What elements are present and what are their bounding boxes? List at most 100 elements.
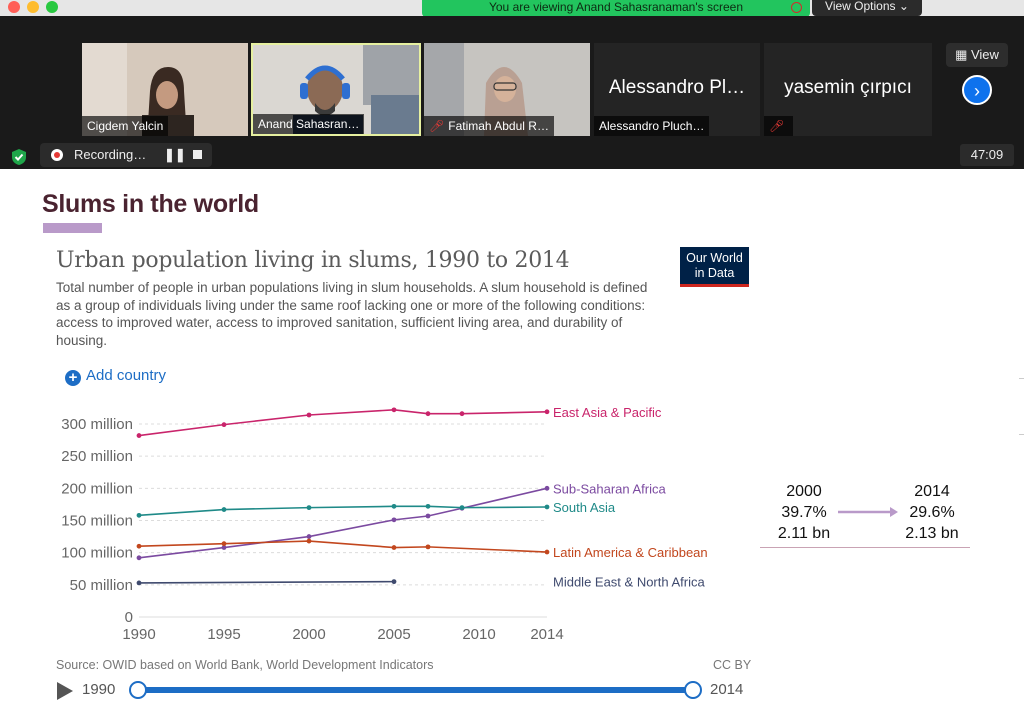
participant-name: 🎤︎ Fatimah Abdul R…: [424, 116, 554, 136]
timeline-end-year: 2014: [710, 681, 744, 698]
data-point: [306, 534, 312, 539]
owid-logo-line1: Our World: [686, 251, 743, 265]
owid-logo-line2: in Data: [694, 266, 735, 280]
title-underline: [43, 223, 102, 233]
series-line: [138, 409, 548, 437]
record-icon: [51, 149, 63, 161]
y-tick-label: 300 million: [61, 416, 133, 433]
view-options-label: View Options: [825, 0, 896, 13]
muted-mic-icon: 🎤︎: [429, 119, 445, 133]
shield-icon[interactable]: [10, 148, 28, 166]
stop-recording-icon[interactable]: [193, 150, 202, 159]
data-point: [425, 513, 431, 519]
data-point: [391, 579, 397, 585]
chart-license[interactable]: CC BY: [713, 658, 752, 672]
view-button-label: View: [970, 47, 999, 62]
line-chart: 0 50 million 100 million 150 million 200 mil…: [61, 405, 708, 643]
data-point: [306, 538, 312, 544]
chart-title: Urban population living in slums, 1990 t…: [56, 248, 570, 273]
summary-end-total: 2.13 bn: [905, 525, 959, 542]
y-tick-label: 50 million: [70, 577, 133, 594]
y-tick-label: 250 million: [61, 448, 133, 465]
x-tick-label: 2000: [292, 626, 325, 643]
data-point: [136, 433, 142, 438]
series-line: [138, 505, 548, 517]
data-point: [221, 541, 227, 547]
add-country-label: Add country: [86, 367, 167, 384]
divider: [1019, 378, 1024, 379]
data-point: [459, 411, 465, 417]
data-point: [221, 545, 227, 550]
data-point: [136, 555, 142, 561]
maximize-window-button[interactable]: [46, 1, 58, 13]
series-label: Middle East & North Africa: [553, 575, 705, 590]
stop-icon[interactable]: [791, 2, 802, 13]
minimize-window-button[interactable]: [27, 1, 39, 13]
data-point: [136, 543, 142, 549]
data-point: [544, 485, 550, 491]
chart-subtitle: Total number of people in urban populati…: [56, 280, 648, 348]
timeline-start-year: 1990: [82, 681, 116, 698]
data-point: [391, 545, 397, 550]
series-label: Sub-Saharan Africa: [553, 481, 667, 496]
x-tick-label: 2010: [462, 626, 495, 643]
participant-tile[interactable]: yasemin çırpıcı 🎤︎: [764, 43, 932, 136]
participant-display-name: yasemin çırpıcı: [784, 77, 912, 98]
summary-end: 2014 29.6% 2.13 bn: [900, 481, 964, 544]
y-tick-label: 150 million: [61, 513, 133, 530]
y-tick-label: 200 million: [61, 480, 133, 497]
data-point: [544, 409, 550, 415]
divider: [1019, 434, 1024, 435]
participant-tile[interactable]: 🎤︎ Fatimah Abdul R…: [424, 43, 590, 136]
series-label: East Asia & Pacific: [553, 405, 662, 420]
view-button[interactable]: ▦ View: [946, 43, 1008, 67]
y-tick-label: 100 million: [61, 545, 133, 562]
summary-start-total: 2.11 bn: [777, 525, 831, 542]
chevron-right-icon: ›: [974, 81, 980, 101]
series-line: [138, 580, 395, 584]
play-icon[interactable]: [57, 682, 73, 700]
next-page-button[interactable]: ›: [962, 75, 992, 105]
summary-start-share: 39.7%: [781, 504, 827, 521]
participant-name-text: Fatimah Abdul R…: [448, 119, 549, 133]
data-point: [221, 422, 227, 428]
data-point: [459, 505, 465, 511]
pause-recording-icon[interactable]: ❚❚: [164, 147, 186, 162]
participant-tile-active-speaker[interactable]: Anand Sahasran…: [251, 43, 421, 136]
participant-strip: Cigdem Yalcin Anand Sahasran… 🎤︎ Fatimah …: [0, 16, 1024, 169]
owid-logo[interactable]: Our World in Data: [680, 247, 749, 287]
add-country-button[interactable]: + Add country: [65, 367, 166, 386]
timeline-slider-track[interactable]: [137, 687, 693, 693]
summary-start-year: 2000: [786, 483, 822, 500]
participant-tile[interactable]: Cigdem Yalcin: [82, 43, 248, 136]
participant-display-name: Alessandro Pl…: [608, 77, 746, 98]
x-tick-label: 1995: [207, 626, 240, 643]
participant-name: Cigdem Yalcin: [82, 116, 169, 136]
x-tick-label: 1990: [122, 626, 155, 643]
participant-name: Anand Sahasran…: [253, 114, 365, 134]
y-tick-label: 0: [125, 609, 133, 626]
participant-tile[interactable]: Alessandro Pl… Alessandro Pluch…: [594, 43, 760, 136]
data-point: [306, 412, 312, 418]
data-point: [425, 544, 431, 550]
participant-name: Alessandro Pluch…: [594, 116, 710, 136]
data-point: [391, 407, 397, 413]
timeline-end-handle[interactable]: [684, 681, 702, 699]
data-point: [391, 517, 397, 523]
screen-share-banner: You are viewing Anand Sahasranaman's scr…: [422, 0, 810, 17]
data-point: [425, 411, 431, 417]
grid-view-icon: ▦: [955, 47, 968, 62]
recording-label: Recording…: [74, 147, 147, 162]
data-point: [221, 507, 227, 512]
chart-source: Source: OWID based on World Bank, World …: [56, 658, 434, 672]
close-window-button[interactable]: [8, 1, 20, 13]
meeting-timer: 47:09: [960, 144, 1014, 166]
slide-title: Slums in the world: [42, 190, 259, 218]
series-label: Latin America & Caribbean: [553, 545, 708, 560]
muted-mic-icon: 🎤︎: [769, 119, 785, 133]
x-tick-label: 2005: [377, 626, 410, 643]
view-options-button[interactable]: View Options ⌄: [812, 0, 922, 16]
summary-end-share: 29.6%: [909, 504, 955, 521]
plus-icon: +: [65, 370, 81, 386]
timeline-start-handle[interactable]: [129, 681, 147, 699]
